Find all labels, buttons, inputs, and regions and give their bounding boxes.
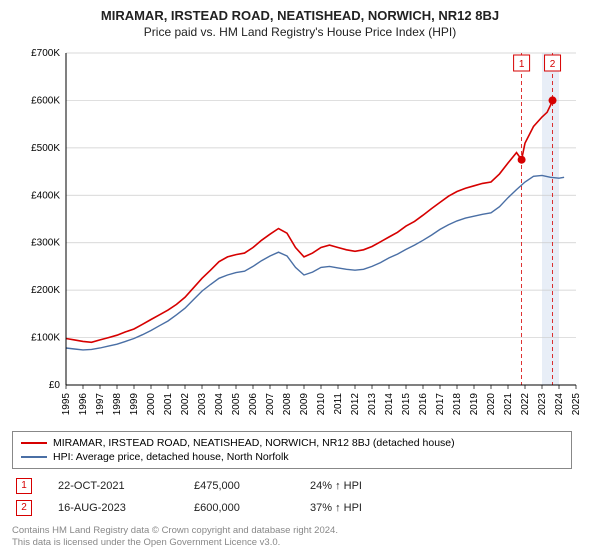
svg-text:2020: 2020: [486, 393, 497, 416]
svg-text:£100K: £100K: [31, 333, 60, 344]
svg-text:1998: 1998: [112, 393, 123, 416]
svg-text:2014: 2014: [384, 393, 395, 416]
svg-text:2011: 2011: [333, 393, 344, 415]
svg-text:1999: 1999: [129, 393, 140, 416]
record-marker-box: 2: [16, 500, 32, 516]
svg-text:1995: 1995: [61, 393, 72, 416]
svg-text:2008: 2008: [282, 393, 293, 416]
footer-line-1: Contains HM Land Registry data © Crown c…: [12, 525, 588, 537]
svg-text:1996: 1996: [78, 393, 89, 416]
svg-text:2019: 2019: [469, 393, 480, 416]
footer-line-2: This data is licensed under the Open Gov…: [12, 537, 588, 549]
svg-text:£300K: £300K: [31, 238, 60, 249]
footer-attribution: Contains HM Land Registry data © Crown c…: [12, 525, 588, 550]
svg-text:2016: 2016: [418, 393, 429, 416]
chart-subtitle: Price paid vs. HM Land Registry's House …: [12, 25, 588, 39]
svg-text:1997: 1997: [95, 393, 106, 416]
record-date: 16-AUG-2023: [58, 502, 168, 514]
legend-swatch: [21, 442, 47, 444]
chart-title: MIRAMAR, IRSTEAD ROAD, NEATISHEAD, NORWI…: [12, 8, 588, 23]
svg-text:2025: 2025: [571, 393, 582, 416]
legend-label: HPI: Average price, detached house, Nort…: [53, 451, 289, 463]
record-marker-box: 1: [16, 478, 32, 494]
svg-text:2015: 2015: [401, 393, 412, 416]
svg-text:£400K: £400K: [31, 190, 60, 201]
svg-text:£200K: £200K: [31, 285, 60, 296]
svg-text:£600K: £600K: [31, 95, 60, 106]
svg-text:£700K: £700K: [31, 48, 60, 59]
sale-record-row: 2 16-AUG-2023 £600,000 37% ↑ HPI: [12, 497, 588, 519]
legend-label: MIRAMAR, IRSTEAD ROAD, NEATISHEAD, NORWI…: [53, 437, 455, 449]
record-date: 22-OCT-2021: [58, 480, 168, 492]
svg-text:2001: 2001: [163, 393, 174, 416]
svg-text:2004: 2004: [214, 393, 225, 416]
svg-text:2012: 2012: [350, 393, 361, 416]
svg-text:£500K: £500K: [31, 143, 60, 154]
sale-records: 1 22-OCT-2021 £475,000 24% ↑ HPI 2 16-AUG-202…: [12, 475, 588, 519]
record-pct: 24% ↑ HPI: [310, 480, 362, 492]
svg-text:2024: 2024: [554, 393, 565, 416]
legend-box: MIRAMAR, IRSTEAD ROAD, NEATISHEAD, NORWI…: [12, 431, 572, 469]
record-pct: 37% ↑ HPI: [310, 502, 362, 514]
svg-text:2002: 2002: [180, 393, 191, 416]
svg-text:2000: 2000: [146, 393, 157, 416]
svg-text:2013: 2013: [367, 393, 378, 416]
svg-text:2018: 2018: [452, 393, 463, 416]
svg-text:2010: 2010: [316, 393, 327, 416]
svg-text:2009: 2009: [299, 393, 310, 416]
svg-text:2005: 2005: [231, 393, 242, 416]
chart-svg: £0 £100K £200K £300K £400K £500K £600K £700K 199…: [12, 45, 588, 425]
svg-text:2: 2: [550, 59, 556, 70]
sale-record-row: 1 22-OCT-2021 £475,000 24% ↑ HPI: [12, 475, 588, 497]
record-price: £475,000: [194, 480, 284, 492]
svg-text:2006: 2006: [248, 393, 259, 416]
svg-text:2023: 2023: [537, 393, 548, 416]
legend-item: HPI: Average price, detached house, Nort…: [21, 450, 563, 464]
svg-text:£0: £0: [49, 380, 61, 391]
chart-area: £0 £100K £200K £300K £400K £500K £600K £700K 199…: [12, 45, 588, 425]
svg-text:2021: 2021: [503, 393, 514, 416]
svg-text:2003: 2003: [197, 393, 208, 416]
legend-swatch: [21, 456, 47, 458]
svg-text:2022: 2022: [520, 393, 531, 416]
record-price: £600,000: [194, 502, 284, 514]
svg-text:2017: 2017: [435, 393, 446, 416]
legend-item: MIRAMAR, IRSTEAD ROAD, NEATISHEAD, NORWI…: [21, 436, 563, 450]
svg-text:2007: 2007: [265, 393, 276, 416]
svg-text:1: 1: [519, 59, 525, 70]
